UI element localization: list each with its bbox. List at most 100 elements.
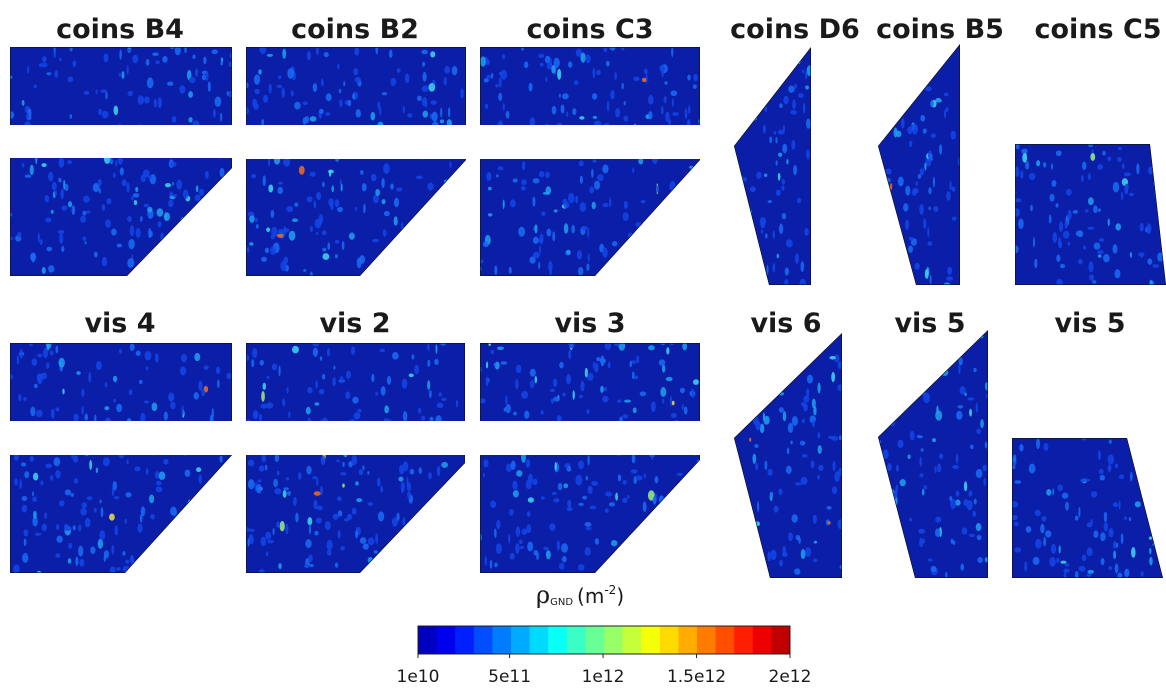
speckle <box>1078 506 1081 518</box>
speckle <box>246 107 249 115</box>
speckle <box>545 171 550 179</box>
speckle <box>541 211 546 216</box>
speckle <box>943 349 950 356</box>
speckle <box>248 528 255 533</box>
colorbar-tick-label: 5e11 <box>488 667 531 687</box>
heatmap-background <box>878 330 988 578</box>
speckle <box>145 59 150 66</box>
speckle <box>781 178 785 185</box>
speckle <box>401 488 404 494</box>
speckle <box>372 194 379 204</box>
speckle <box>203 245 210 257</box>
speckle <box>396 187 403 192</box>
speckle <box>741 47 749 54</box>
speckle <box>1018 218 1024 230</box>
speckle <box>86 496 93 501</box>
speckle <box>907 401 913 407</box>
speckle <box>799 440 806 446</box>
speckle <box>739 253 746 257</box>
speckle <box>908 517 913 522</box>
speckle <box>675 260 678 270</box>
speckle <box>652 552 655 561</box>
speckle <box>934 528 941 538</box>
speckle <box>348 232 355 240</box>
speckle <box>654 475 659 484</box>
speckle <box>145 468 149 475</box>
speckle <box>1140 253 1144 258</box>
speckle <box>1086 547 1093 557</box>
speckle <box>692 501 697 509</box>
speckle <box>929 274 932 285</box>
speckle <box>362 543 369 550</box>
speckle <box>1015 166 1020 178</box>
speckle <box>19 348 23 359</box>
speckle <box>203 230 211 240</box>
speckle <box>567 61 573 68</box>
speckle <box>889 183 893 191</box>
speckle <box>398 476 404 482</box>
speckle <box>326 549 332 556</box>
speckle <box>58 177 62 183</box>
speckle <box>340 545 345 551</box>
speckle <box>312 476 318 480</box>
speckle <box>73 413 79 422</box>
speckle <box>21 162 25 168</box>
speckle <box>1019 443 1024 452</box>
speckle <box>228 61 232 67</box>
speckle <box>80 215 86 223</box>
speckle <box>1012 501 1019 508</box>
speckle <box>549 268 552 276</box>
speckle <box>559 562 565 570</box>
speckle <box>556 540 560 551</box>
speckle <box>160 257 165 267</box>
speckle <box>1128 517 1132 522</box>
speckle <box>754 444 759 448</box>
speckle <box>203 56 207 65</box>
speckle <box>309 271 313 276</box>
speckle <box>917 66 922 74</box>
speckle <box>1107 464 1112 473</box>
speckle <box>430 259 435 263</box>
speckle <box>792 99 796 110</box>
speckle <box>927 150 932 161</box>
speckle <box>21 496 28 502</box>
speckle <box>140 412 146 423</box>
panel-title: vis 2 <box>319 308 390 339</box>
heatmap <box>878 44 960 285</box>
speckle <box>539 245 542 254</box>
speckle <box>693 260 699 264</box>
speckle <box>419 219 424 224</box>
speckle <box>13 564 20 573</box>
speckle <box>687 74 691 81</box>
speckle <box>261 256 267 262</box>
speckle <box>500 69 508 80</box>
speckle <box>615 107 621 118</box>
speckle <box>903 203 909 212</box>
speckle <box>592 115 597 120</box>
speckle <box>32 472 39 481</box>
speckle <box>623 115 629 122</box>
speckle <box>140 506 146 517</box>
speckle <box>1067 241 1071 246</box>
speckle <box>179 261 184 266</box>
speckle <box>321 373 326 380</box>
speckle <box>187 499 192 510</box>
speckle <box>251 359 255 368</box>
speckle <box>775 160 778 166</box>
speckle <box>584 522 592 527</box>
speckle <box>247 538 250 547</box>
speckle <box>1157 152 1164 162</box>
speckle <box>919 204 924 216</box>
speckle <box>72 455 79 463</box>
speckle <box>532 478 538 486</box>
speckle <box>163 411 168 421</box>
speckle <box>685 214 690 224</box>
speckle <box>342 483 345 488</box>
speckle <box>907 126 913 135</box>
speckle <box>39 239 43 246</box>
speckle <box>565 374 572 385</box>
speckle <box>494 562 498 568</box>
speckle <box>675 251 678 263</box>
speckle <box>88 371 92 383</box>
speckle <box>429 389 432 399</box>
